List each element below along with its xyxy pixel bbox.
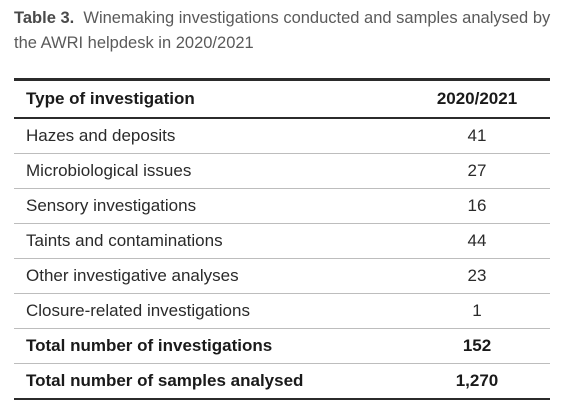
total-value: 1,270	[455, 371, 499, 390]
row-label: Hazes and deposits	[26, 126, 176, 145]
row-value: 41	[467, 126, 487, 145]
row-label: Taints and contaminations	[26, 231, 223, 250]
row-value: 1	[472, 301, 482, 320]
table-caption: Table 3. Winemaking investigations condu…	[14, 6, 574, 56]
table-row: Microbiological issues 27	[14, 154, 550, 189]
table-row: Taints and contaminations 44	[14, 224, 550, 259]
total-investigations-row: Total number of investigations 152	[14, 329, 550, 364]
header-label: Type of investigation	[26, 89, 195, 108]
table-top-rule	[14, 78, 550, 81]
total-value: 152	[462, 336, 492, 355]
total-label: Total number of samples analysed	[26, 371, 304, 390]
table-row: Closure-related investigations 1	[14, 294, 550, 329]
total-label: Total number of investigations	[26, 336, 273, 355]
row-label: Other investigative analyses	[26, 266, 239, 285]
caption-text: Winemaking investigations conducted and …	[14, 9, 551, 52]
row-label: Microbiological issues	[26, 161, 192, 180]
header-value: 2020/2021	[436, 89, 518, 108]
table-row: Sensory investigations 16	[14, 189, 550, 224]
table-row: Hazes and deposits 41	[14, 119, 550, 154]
row-value: 23	[467, 266, 487, 285]
table-header-row: Type of investigation 2020/2021	[14, 81, 550, 119]
row-value: 16	[467, 196, 487, 215]
caption-label: Table 3.	[14, 9, 75, 27]
investigations-table: Type of investigation 2020/2021 Hazes an…	[14, 78, 550, 400]
total-samples-row: Total number of samples analysed 1,270	[14, 364, 550, 400]
table-row: Other investigative analyses 23	[14, 259, 550, 294]
row-value: 44	[467, 231, 487, 250]
row-label: Closure-related investigations	[26, 301, 250, 320]
row-value: 27	[467, 161, 487, 180]
row-label: Sensory investigations	[26, 196, 197, 215]
